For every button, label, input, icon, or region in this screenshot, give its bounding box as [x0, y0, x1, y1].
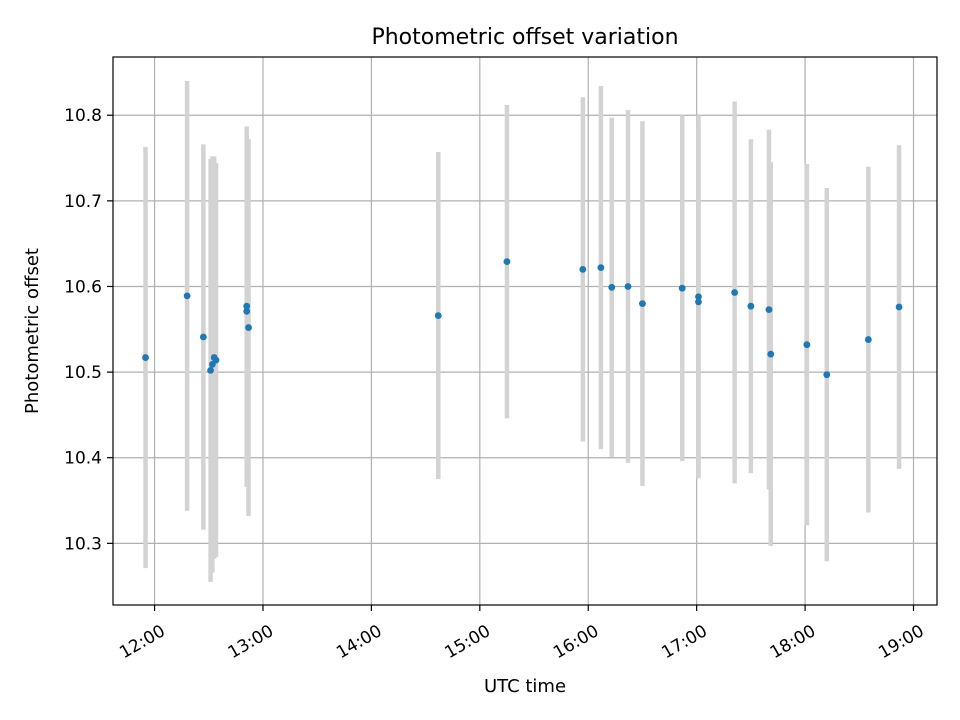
x-tick-label: 13:00 [225, 621, 277, 663]
x-axis-label: UTC time [484, 676, 566, 697]
grid [113, 57, 937, 605]
data-point [597, 264, 605, 272]
data-point [434, 312, 442, 319]
data-point [183, 292, 191, 300]
data-point [823, 371, 831, 379]
data-point [695, 293, 702, 301]
data-point [243, 302, 251, 310]
error-bars [143, 80, 902, 582]
data-point [731, 289, 739, 296]
data-point [678, 284, 686, 292]
data-point [579, 265, 587, 273]
data-point [624, 283, 632, 290]
y-axis-ticks: 10.3 10.4 10.5 10.6 10.7 10.8 [64, 106, 113, 554]
data-point [864, 336, 872, 343]
chart-title: Photometric offset variation [371, 25, 678, 50]
x-tick-label: 17:00 [658, 621, 710, 663]
data-point [608, 283, 616, 291]
y-tick-label: 10.4 [64, 449, 102, 469]
data-point [199, 333, 207, 341]
y-tick-label: 10.6 [64, 277, 102, 297]
x-tick-label: 12:00 [116, 621, 168, 663]
data-point [895, 303, 903, 311]
y-tick-label: 10.8 [64, 106, 102, 126]
data-point [639, 300, 646, 307]
data-point [803, 341, 811, 349]
x-tick-label: 14:00 [333, 621, 385, 663]
y-tick-label: 10.7 [64, 192, 102, 212]
y-axis-label: Photometric offset [22, 248, 43, 414]
data-point [695, 298, 702, 306]
x-tick-label: 19:00 [875, 621, 927, 663]
y-tick-label: 10.5 [64, 363, 102, 383]
data-point [767, 350, 775, 358]
data-point [765, 306, 773, 313]
data-point [142, 354, 149, 361]
data-point [243, 307, 251, 315]
data-point [207, 366, 214, 374]
data-point [212, 356, 220, 364]
data-point [747, 302, 755, 310]
y-tick-label: 10.3 [64, 534, 102, 554]
data-point [503, 258, 511, 266]
x-tick-label: 16:00 [550, 621, 602, 663]
data-point [245, 324, 252, 331]
plot-frame [112, 56, 938, 606]
data-points [142, 258, 903, 379]
x-tick-label: 15:00 [442, 621, 494, 663]
x-tick-label: 18:00 [767, 621, 819, 663]
x-axis-ticks: 12:00 13:00 14:00 15:00 16:00 17:00 18:00 19:00 [116, 605, 928, 663]
